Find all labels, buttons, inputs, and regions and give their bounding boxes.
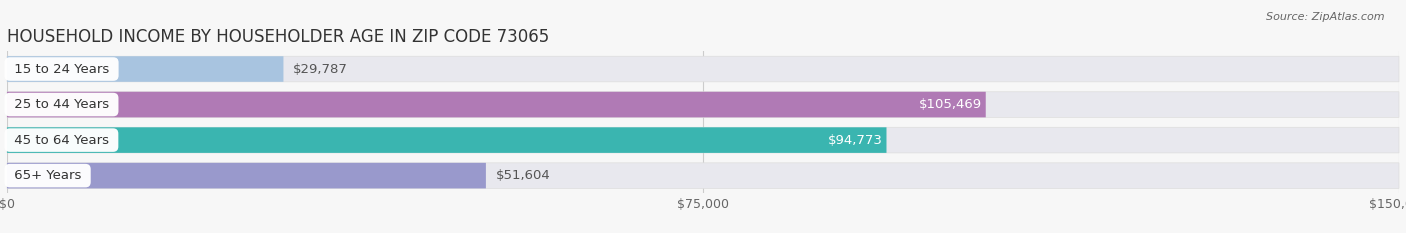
FancyBboxPatch shape bbox=[7, 127, 887, 153]
FancyBboxPatch shape bbox=[7, 56, 284, 82]
FancyBboxPatch shape bbox=[7, 163, 486, 188]
Text: $105,469: $105,469 bbox=[918, 98, 981, 111]
FancyBboxPatch shape bbox=[7, 163, 1399, 188]
Text: $51,604: $51,604 bbox=[496, 169, 550, 182]
Text: $94,773: $94,773 bbox=[828, 134, 883, 147]
Text: 15 to 24 Years: 15 to 24 Years bbox=[10, 62, 114, 75]
Text: 65+ Years: 65+ Years bbox=[10, 169, 86, 182]
FancyBboxPatch shape bbox=[7, 92, 1399, 117]
FancyBboxPatch shape bbox=[7, 127, 1399, 153]
Text: $29,787: $29,787 bbox=[294, 62, 349, 75]
Text: Source: ZipAtlas.com: Source: ZipAtlas.com bbox=[1267, 12, 1385, 22]
FancyBboxPatch shape bbox=[7, 92, 986, 117]
Text: 45 to 64 Years: 45 to 64 Years bbox=[10, 134, 112, 147]
Text: 25 to 44 Years: 25 to 44 Years bbox=[10, 98, 114, 111]
FancyBboxPatch shape bbox=[7, 56, 1399, 82]
Text: HOUSEHOLD INCOME BY HOUSEHOLDER AGE IN ZIP CODE 73065: HOUSEHOLD INCOME BY HOUSEHOLDER AGE IN Z… bbox=[7, 27, 550, 45]
